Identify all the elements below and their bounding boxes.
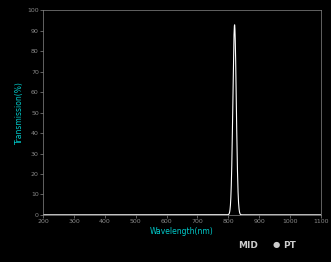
Text: PT: PT [283,241,296,250]
Text: ●: ● [272,241,279,249]
X-axis label: Wavelength(nm): Wavelength(nm) [150,227,214,236]
Text: MID: MID [238,241,258,250]
Y-axis label: Transmission(%): Transmission(%) [16,81,24,144]
